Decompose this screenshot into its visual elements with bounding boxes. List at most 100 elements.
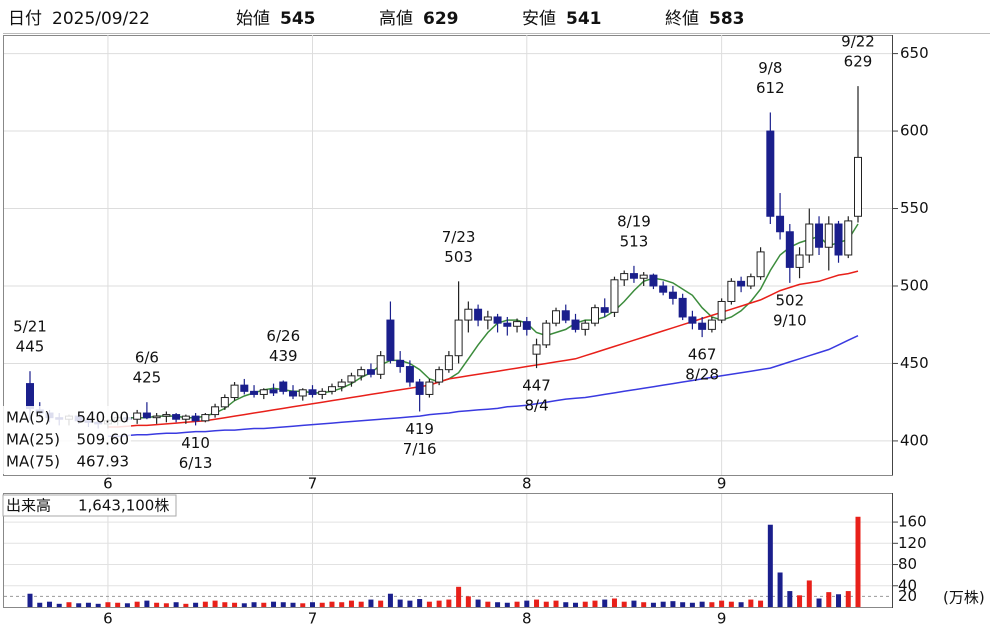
candle-body <box>756 251 765 278</box>
volume-bar <box>95 603 101 607</box>
info-value: 545 <box>280 9 316 29</box>
volume-bar <box>319 602 325 607</box>
volume-bar <box>456 586 462 607</box>
volume-bar <box>27 593 33 607</box>
volume-bar <box>553 600 559 607</box>
candle-body <box>493 316 502 324</box>
candle-body <box>201 414 210 422</box>
volume-bar <box>407 600 413 607</box>
candle-body <box>396 359 405 368</box>
volume-bar <box>339 602 345 607</box>
volume-bar <box>514 601 520 607</box>
annotation-value: 445 <box>16 338 45 356</box>
volume-bar <box>124 603 130 607</box>
volume-value: 1,643,100株 <box>78 497 169 515</box>
volume-bar <box>748 599 754 607</box>
candle-body <box>211 406 220 416</box>
annotation-date: 7/16 <box>403 440 437 458</box>
volume-bar <box>611 598 617 607</box>
candle-body <box>844 220 853 256</box>
candle-body <box>776 215 785 233</box>
candle-body <box>142 412 151 419</box>
x-tick-label: 9 <box>717 610 727 628</box>
volume-bar <box>222 602 228 607</box>
volume-bar <box>232 602 238 607</box>
volume-bar <box>563 602 569 607</box>
volume-bar <box>368 599 374 607</box>
candle-body <box>698 322 707 330</box>
x-tick-label: 6 <box>103 610 113 628</box>
volume-bar <box>573 602 579 607</box>
x-tick-label: 8 <box>522 610 532 628</box>
overlay: 日付 2025/09/22 始値 545 高値 629 安値 541 終値 583 400 450 50… <box>2 9 985 628</box>
volume-bar <box>348 600 354 607</box>
volume-bar <box>689 602 695 607</box>
volume-bar <box>660 601 666 607</box>
annotation-date: 8/28 <box>685 366 719 384</box>
candle-body <box>483 316 492 321</box>
legend-name: MA(25) <box>6 431 60 449</box>
volume-tick-label: 160 <box>898 513 927 531</box>
candle-body <box>629 273 638 279</box>
x-tick-label: 7 <box>308 475 318 493</box>
volume-bar <box>446 599 452 607</box>
annotation-date: 9/10 <box>773 311 807 329</box>
info-label: 安値 <box>522 9 556 29</box>
volume-label-box <box>2 494 177 517</box>
candle-body <box>298 389 307 397</box>
annotation-value: 425 <box>133 369 162 387</box>
x-tick-label: 7 <box>308 610 318 628</box>
info-label: 日付 <box>8 9 42 29</box>
info-label: 始値 <box>236 9 270 29</box>
candle-body <box>766 130 775 217</box>
info-value: 583 <box>709 9 745 29</box>
legend-name: MA(5) <box>6 409 50 427</box>
volume-bar <box>855 516 861 607</box>
candle-body <box>279 381 288 392</box>
candle-body <box>435 369 444 383</box>
volume-bar <box>524 600 530 607</box>
volume-bar <box>845 591 851 607</box>
candle-body <box>513 321 522 327</box>
candle-body <box>571 319 580 330</box>
candle-body <box>191 415 200 422</box>
annotation-date: 6/26 <box>266 327 300 345</box>
volume-bar <box>592 600 598 607</box>
volume-bar <box>358 601 364 607</box>
volume-tick-label: 80 <box>898 555 917 573</box>
annotation-value: 467 <box>688 346 717 364</box>
volume-bar <box>163 603 169 607</box>
volume-bar <box>758 600 764 607</box>
candle-body <box>561 310 570 321</box>
candle-body <box>405 366 414 383</box>
candle-body <box>805 223 814 256</box>
candle-body <box>659 285 668 293</box>
volume-bar <box>144 600 150 607</box>
annotation-value: 612 <box>756 79 785 97</box>
volume-bar <box>37 602 43 607</box>
info-label: 終値 <box>665 9 699 29</box>
volume-bar <box>465 596 471 607</box>
annotation-date: 9/8 <box>758 59 782 77</box>
candle-body <box>824 223 833 248</box>
volume-bar <box>271 601 277 607</box>
volume-bar <box>582 601 588 607</box>
volume-bar <box>134 601 140 607</box>
candle-body <box>269 389 278 394</box>
volume-bar <box>202 601 208 607</box>
plot <box>26 86 862 607</box>
candle-body <box>133 412 142 420</box>
ma-line <box>107 223 859 422</box>
candle-body <box>26 383 34 409</box>
volume-bar <box>417 599 423 607</box>
candle-body <box>318 390 327 395</box>
y-tick-label: 650 <box>900 44 929 62</box>
volume-bar <box>738 602 744 607</box>
candle-body <box>415 381 424 395</box>
volume-bar <box>105 602 111 607</box>
volume-bar <box>154 602 160 607</box>
y-tick-label: 450 <box>900 354 929 372</box>
volume-bar <box>290 602 296 607</box>
info-value: 2025/09/22 <box>52 9 150 29</box>
